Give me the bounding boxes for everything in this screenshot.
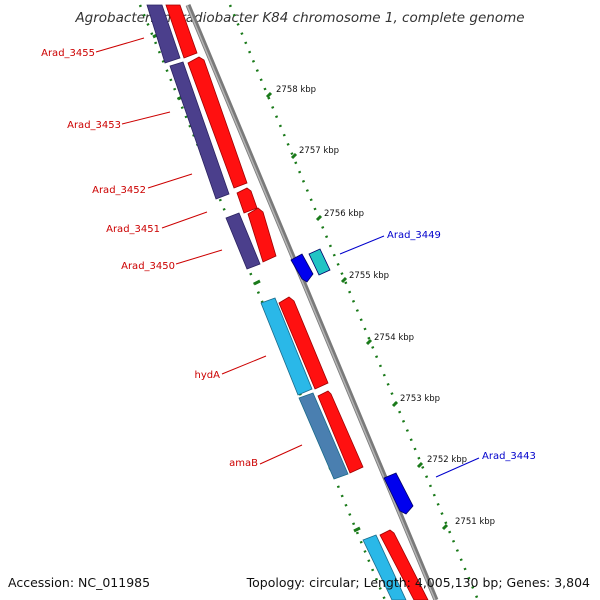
tick-2752 [416,461,424,469]
tick-2754 [365,338,373,346]
gene-label-arad-3453: Arad_3453 [67,120,121,131]
gene-arad-3443 [383,472,414,515]
leader-arad-3453 [121,111,171,125]
gene-label-arad-3452: Arad_3452 [92,185,146,196]
left-labels: Arad_3455 Arad_3453 Arad_3452 Arad_3451 … [41,48,258,469]
scale-labels: 2758 kbp 2757 kbp 2756 kbp 2755 kbp 2754… [276,85,495,527]
scale-label: 2757 kbp [299,146,339,156]
leader-amaB [259,444,303,465]
gene-arad-3455-b [165,4,198,59]
gene-label-arad-3449: Arad_3449 [387,230,441,241]
leader-arad-3443 [435,457,480,478]
accession-text: Accession: NC_011985 [8,575,151,590]
scale-label: 2751 kbp [455,517,495,527]
scale-ticks [265,91,449,531]
gene-arad-3453-b [187,56,248,189]
inner-tick [353,526,361,533]
map-title: Agrobacterium radiobacter K84 chromosome… [75,10,525,26]
gene-label-hydA: hydA [195,370,221,381]
scale-label: 2753 kbp [400,394,440,404]
scale-label: 2752 kbp [427,455,467,465]
navy-genes [146,4,261,270]
inner-tick [253,279,261,286]
tick-2751 [441,523,449,531]
gene-amaB-red [317,390,364,474]
gene-arad-3453 [169,61,230,200]
tick-2757 [290,152,298,160]
red-genes [165,4,429,600]
tick-2755 [340,276,348,284]
gene-arad-3449-teal [308,248,331,276]
gene-hydA [260,297,313,396]
genome-summary-text: Topology: circular; Length: 4,005,130 bp… [246,575,590,590]
gene-arad-3449-blue [290,253,314,283]
gene-label-arad-3451: Arad_3451 [106,224,160,235]
scale-label: 2758 kbp [276,85,316,95]
right-label-leaders [339,235,480,478]
gene-arad-3455-a [146,4,181,64]
leader-arad-3450 [175,249,223,265]
gene-label-arad-3443: Arad_3443 [482,451,536,462]
tick-2758 [265,91,273,99]
gene-bottom-red [379,529,429,600]
scale-label: 2755 kbp [349,271,389,281]
leader-arad-3455 [95,37,145,53]
gene-label-amaB: amaB [229,458,258,469]
leader-arad-3451 [161,211,208,229]
scale-label: 2756 kbp [324,209,364,219]
leader-hydA [221,355,267,375]
leader-arad-3449 [339,235,385,255]
leader-arad-3452 [147,173,193,189]
right-genes [290,248,414,515]
gene-label-arad-3450: Arad_3450 [121,261,175,272]
right-labels: Arad_3449 Arad_3443 [387,230,536,462]
scale-label: 2754 kbp [374,333,414,343]
gene-label-arad-3455: Arad_3455 [41,48,95,59]
chromosome-backbone-highlight [186,4,436,600]
gene-hydA-red [278,296,329,390]
gene-amaB [298,392,349,480]
left-label-leaders [95,37,303,465]
gene-arad-3450 [247,207,277,263]
tick-2753 [391,400,399,408]
tick-2756 [315,214,323,222]
cyan-genes [260,297,407,600]
gene-arad-3451 [225,212,261,270]
gene-arad-3452 [236,187,258,214]
gene-bottom-cyan [362,534,407,600]
